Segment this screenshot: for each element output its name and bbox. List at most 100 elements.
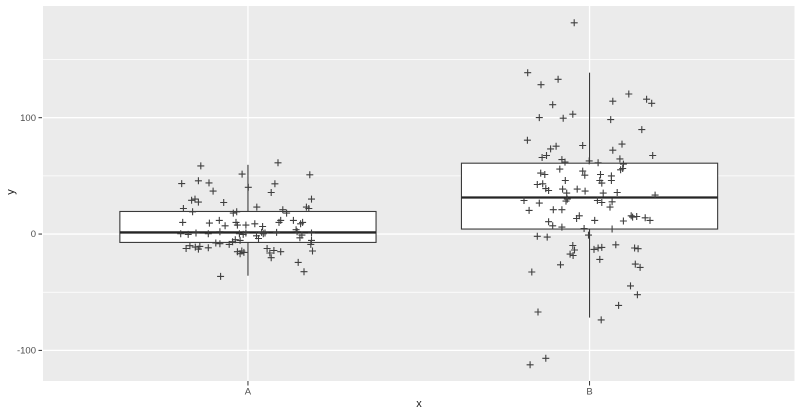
jitter-point	[289, 216, 297, 224]
jitter-point	[596, 255, 604, 263]
jitter-point	[561, 158, 569, 166]
jitter-point	[594, 244, 602, 252]
jitter-point	[619, 165, 627, 172]
jitter-point	[619, 160, 627, 168]
jitter-point	[631, 260, 639, 268]
jitter-point	[627, 212, 635, 220]
jitter-point	[638, 126, 646, 134]
jitter-point	[205, 219, 213, 227]
jitter-point	[204, 244, 212, 252]
jitter-point	[598, 179, 606, 187]
jitter-point	[581, 187, 589, 195]
jitter-point	[615, 301, 623, 309]
jitter-point	[216, 240, 224, 248]
jitter-point	[570, 19, 578, 27]
jitter-point	[634, 245, 642, 253]
jitter-point	[542, 354, 550, 362]
jitter-point	[543, 152, 550, 159]
jitter-point	[526, 361, 534, 369]
jitter-point	[277, 248, 285, 256]
jitter-point	[274, 159, 282, 167]
jitter-point	[231, 236, 239, 244]
jitter-point	[251, 220, 259, 228]
jitter-point	[597, 316, 605, 324]
jitter-point	[641, 214, 649, 222]
jitter-point	[306, 171, 314, 179]
jitter-point	[573, 185, 581, 193]
jitter-point	[179, 218, 187, 226]
jitter-point	[566, 250, 574, 258]
jitter-point	[556, 165, 564, 173]
jitter-point	[607, 177, 615, 184]
jitter-point	[283, 209, 291, 217]
jitter-point	[616, 155, 624, 163]
jitter-point	[558, 223, 566, 231]
jitter-point	[581, 171, 589, 179]
jitter-point	[535, 199, 543, 207]
jitter-point	[543, 233, 551, 241]
jitter-point	[651, 191, 659, 199]
jitter-point	[525, 206, 533, 214]
jitter-point	[535, 114, 543, 122]
jitter-point	[649, 152, 657, 159]
jitter-point	[221, 222, 229, 230]
jitter-point	[541, 171, 549, 178]
jitter-point	[182, 245, 190, 252]
jitter-point	[212, 239, 220, 247]
jitter-point	[271, 180, 279, 188]
jitter-point	[537, 169, 545, 177]
jitter-point	[549, 101, 557, 109]
jitter-point	[524, 69, 532, 77]
jitter-point	[618, 140, 626, 148]
jitter-point	[549, 222, 557, 230]
jitter-point	[598, 243, 606, 251]
jitter-point	[191, 195, 199, 203]
jitter-point	[215, 216, 223, 224]
jitter-point	[308, 229, 315, 237]
jitter-point	[559, 185, 567, 193]
jitter-point	[273, 228, 281, 236]
jitter-point	[194, 177, 202, 185]
jitter-point	[609, 146, 617, 154]
jitter-point	[233, 208, 241, 216]
jitter-point	[557, 261, 564, 269]
jitter-point	[633, 213, 641, 220]
boxplot-A	[119, 164, 377, 276]
jitter-point	[293, 228, 301, 236]
y-tick-label-0: 0	[31, 229, 36, 240]
jitter-point	[609, 97, 617, 105]
jitter-point	[558, 206, 566, 214]
jitter-point	[238, 170, 246, 178]
jitter-point	[266, 249, 274, 257]
jitter-point	[537, 81, 545, 89]
jitter-point	[561, 177, 569, 184]
jitter-point	[562, 197, 570, 205]
jitter-point	[267, 254, 275, 262]
jitter-point	[196, 242, 204, 250]
jitter-point	[636, 263, 644, 271]
jitter-point	[593, 197, 601, 204]
jitter-point	[233, 221, 241, 229]
jitter-point	[613, 189, 621, 196]
jitter-point	[579, 142, 587, 149]
jitter-points-A	[177, 159, 316, 280]
jitter-point	[255, 235, 262, 242]
jitter-point	[523, 136, 531, 144]
jitter-point	[573, 215, 581, 222]
jitter-point	[585, 231, 592, 239]
jitter-point	[625, 90, 633, 98]
jitter-point	[235, 230, 243, 238]
jitter-point	[629, 213, 637, 221]
jitter-point	[552, 142, 560, 150]
jitter-point	[608, 225, 616, 233]
jitter-points-B	[520, 19, 659, 369]
jitter-point	[244, 183, 252, 191]
jitter-point	[189, 208, 197, 216]
jitter-point	[204, 230, 212, 238]
jitter-point	[258, 228, 266, 236]
jitter-point	[607, 116, 615, 124]
jitter-point	[579, 167, 587, 175]
jitter-point	[646, 216, 654, 224]
